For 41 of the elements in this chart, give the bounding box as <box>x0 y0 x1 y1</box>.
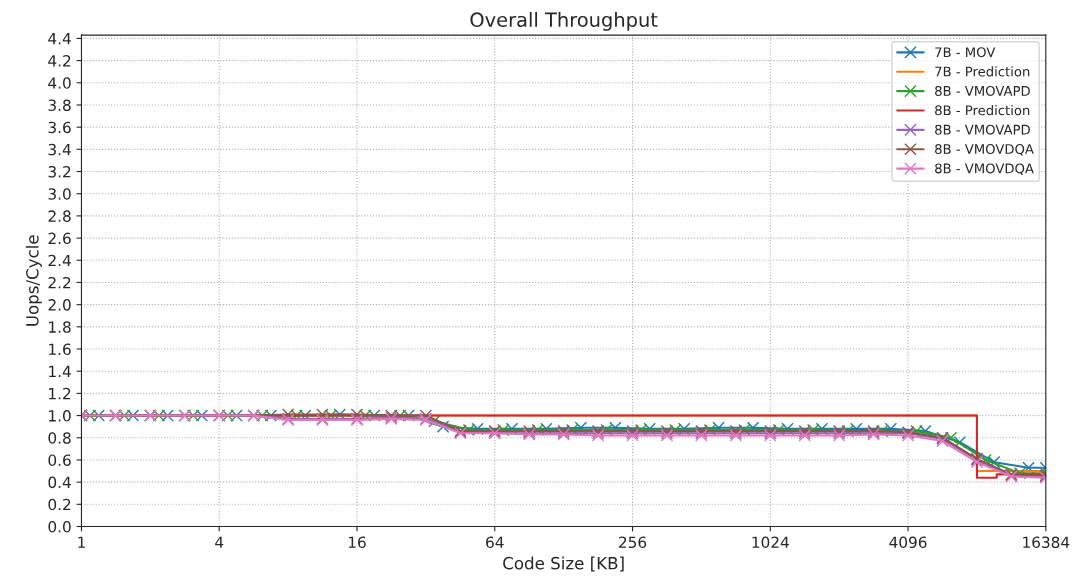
y-tick-label: 3.8 <box>48 99 71 111</box>
legend-label: 7B - Prediction <box>935 66 1030 77</box>
x-tick-label: 16 <box>348 536 366 549</box>
y-tick-label: 4.4 <box>48 33 71 45</box>
legend-label: 8B - VMOVAPD <box>935 85 1030 96</box>
x-tick-label: 4 <box>215 536 224 548</box>
y-tick-label: 2.6 <box>48 232 71 245</box>
y-tick-label: 2.2 <box>48 276 71 289</box>
y-tick-label: 3.0 <box>48 188 71 200</box>
y-tick-label: 0.8 <box>48 432 71 444</box>
y-tick-label: 0.6 <box>48 454 71 466</box>
x-tick-label: 16384 <box>1023 536 1070 549</box>
y-tick-label: 4.0 <box>48 77 71 89</box>
x-tick-label: 64 <box>486 536 504 549</box>
y-tick-label: 1.2 <box>49 387 71 400</box>
legend-label: 8B - VMOVDQA <box>935 163 1034 175</box>
y-tick-label: 4.2 <box>48 55 71 67</box>
y-tick-label: 0.0 <box>48 520 71 533</box>
y-tick-label: 2.0 <box>48 299 71 311</box>
legend-label: 7B - MOV <box>935 47 996 58</box>
legend-label: 8B - VMOVDQA <box>935 144 1034 156</box>
y-tick-label: 2.8 <box>48 210 71 222</box>
x-tick-label: 1024 <box>752 536 789 549</box>
y-tick-label: 1.4 <box>49 365 71 378</box>
y-tick-label: 1.8 <box>49 321 71 333</box>
y-tick-label: 0.2 <box>48 498 71 511</box>
y-tick-label: 0.4 <box>48 476 71 489</box>
x-tick-label: 256 <box>619 536 647 549</box>
y-tick-label: 3.4 <box>48 143 71 156</box>
y-tick-label: 1.6 <box>49 343 71 356</box>
legend-label: 8B - Prediction <box>935 105 1030 116</box>
y-tick-label: 3.2 <box>48 166 71 178</box>
y-tick-label: 1.0 <box>49 410 71 422</box>
x-tick-label: 4096 <box>889 536 927 549</box>
y-tick-label: 3.6 <box>48 121 71 134</box>
x-axis-title: Code Size [KB] <box>503 556 624 572</box>
y-tick-label: 2.4 <box>48 254 71 267</box>
legend-label: 8B - VMOVAPD <box>935 124 1030 135</box>
x-tick-label: 1 <box>78 536 85 548</box>
y-axis-title: Uops/Cycle <box>25 235 42 326</box>
chart-title: Overall Throughput <box>470 11 658 31</box>
